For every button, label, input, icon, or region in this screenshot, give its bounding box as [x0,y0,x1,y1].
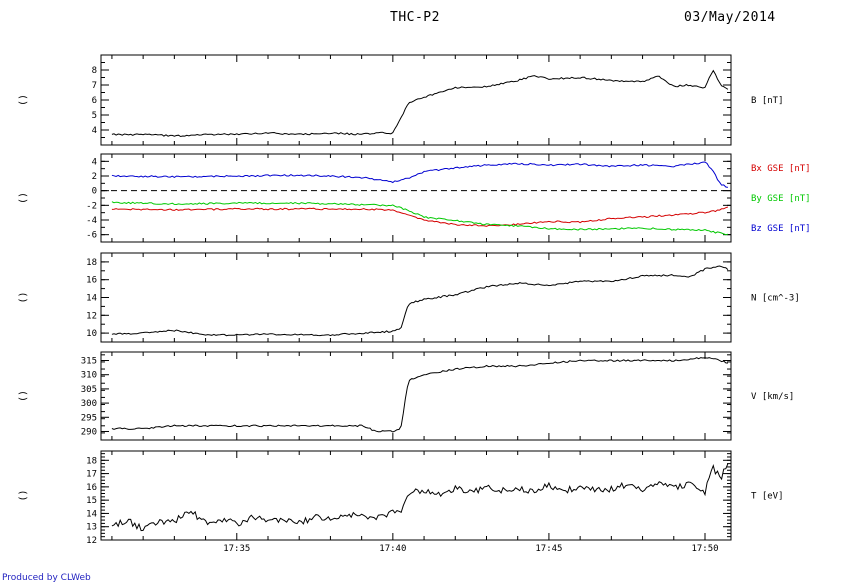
y-tick-label: 290 [81,427,97,437]
legend-label: Bz GSE [nT] [751,224,811,234]
y-tick-label: 18 [86,456,97,466]
panel-units-label: () [18,94,29,106]
credit-text: Produced by CLWeb [2,573,91,583]
panel-units-label: () [18,291,29,303]
y-tick-label: 12 [86,311,97,321]
y-tick-label: 300 [81,399,97,409]
y-tick-label: 18 [86,258,97,268]
legend-label: Bx GSE [nT] [751,164,811,174]
y-tick-label: 12 [86,536,97,546]
x-tick-label: 17:45 [535,544,562,554]
y-tick-label: 16 [86,483,97,493]
panel-frame [100,351,732,441]
y-tick-label: 4 [92,126,97,136]
y-tick-label: 310 [81,371,97,381]
panel-frame [100,450,732,541]
x-tick-label: 17:50 [691,544,718,554]
series-line-1-2 [111,161,728,188]
y-tick-label: 4 [92,157,97,167]
plot-date: 03/May/2014 [684,10,776,25]
series-line-0-0 [111,69,729,138]
y-tick-label: 16 [86,276,97,286]
series-line-4-0 [111,463,729,532]
panel-right-label: B [nT] [751,96,784,106]
x-tick-label: 17:35 [223,544,250,554]
y-tick-label: 315 [81,357,97,367]
panel-units-label: () [18,390,29,402]
y-tick-label: 5 [92,111,97,121]
panel-right-label: N [cm^-3] [751,294,800,304]
series-line-1-0 [111,206,729,227]
legend-label: By GSE [nT] [751,194,811,204]
series-line-2-0 [111,265,729,337]
panel-units-label: () [18,489,29,501]
y-tick-label: 0 [92,187,97,197]
panel-units-label: () [18,192,29,204]
panel-right-label: T [eV] [751,492,784,502]
y-tick-label: 295 [81,413,97,423]
y-tick-label: 7 [92,81,97,91]
y-tick-label: 13 [86,523,97,533]
panel-right-label: V [km/s] [751,392,794,402]
y-tick-label: 8 [92,66,97,76]
y-tick-label: 15 [86,496,97,506]
y-tick-label: -2 [86,201,97,211]
y-tick-label: -4 [86,216,97,226]
y-tick-label: 10 [86,329,97,339]
y-tick-label: 14 [86,294,97,304]
plot-title: THC-P2 [390,10,440,25]
y-tick-label: 6 [92,96,97,106]
panel-frame [100,252,732,343]
x-tick-label: 17:40 [379,544,406,554]
y-tick-label: 2 [92,172,97,182]
series-line-1-1 [111,201,728,236]
series-line-3-0 [111,357,728,433]
y-tick-label: 14 [86,509,97,519]
y-tick-label: 17 [86,470,97,480]
y-tick-label: 305 [81,385,97,395]
y-tick-label: -6 [86,231,97,241]
